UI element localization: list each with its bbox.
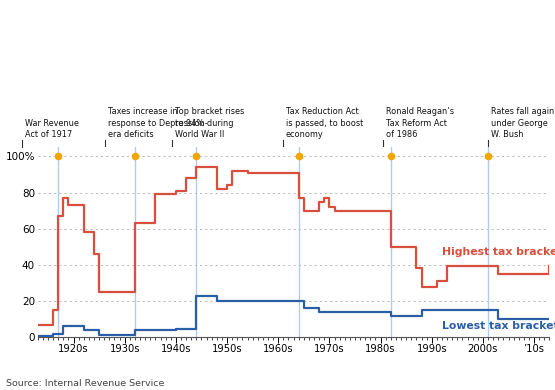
Text: War Revenue
Act of 1917: War Revenue Act of 1917: [25, 119, 79, 139]
Text: Tax Reduction Act
is passed, to boost
economy: Tax Reduction Act is passed, to boost ec…: [286, 107, 363, 139]
Text: Lowest tax bracket: Lowest tax bracket: [442, 321, 555, 331]
Text: Highest tax bracket: Highest tax bracket: [442, 247, 555, 257]
Text: Taxes increase in
response to Depression-
era deficits: Taxes increase in response to Depression…: [108, 107, 208, 139]
Text: Ronald Reagan’s
Tax Reform Act
of 1986: Ronald Reagan’s Tax Reform Act of 1986: [386, 107, 454, 139]
Text: | Tax rates over the past century: | Tax rates over the past century: [89, 13, 344, 29]
Text: Rates fall again
under George
W. Bush: Rates fall again under George W. Bush: [491, 107, 554, 139]
Text: Deep Pockets: Deep Pockets: [7, 14, 124, 28]
Text: Top bracket rises
to 94% during
World War II: Top bracket rises to 94% during World Wa…: [175, 107, 244, 139]
Text: Source: Internal Revenue Service: Source: Internal Revenue Service: [6, 379, 164, 388]
